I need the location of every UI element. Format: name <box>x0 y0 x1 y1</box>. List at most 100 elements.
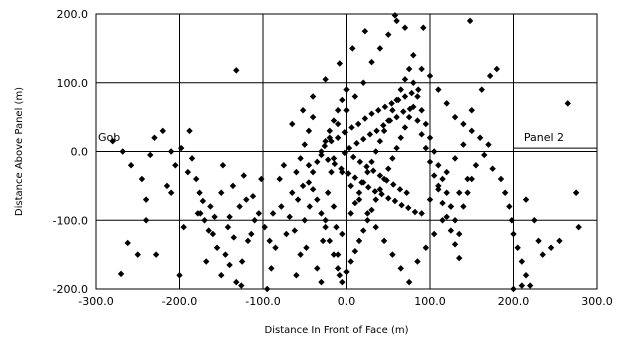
data-point-0-244 <box>405 65 413 73</box>
y-tick-label-2: 0.0 <box>71 146 89 159</box>
data-point-0-167 <box>539 251 546 258</box>
data-point-0-141 <box>486 72 494 80</box>
data-point-0-230 <box>347 210 354 217</box>
data-point-0-191 <box>321 142 328 150</box>
data-point-0-115 <box>372 223 379 231</box>
data-point-0-18 <box>251 217 258 224</box>
data-point-0-180 <box>376 172 384 179</box>
data-point-0-223 <box>318 148 325 155</box>
data-point-0-127 <box>472 162 480 169</box>
y-tick-label-4: -200.0 <box>53 283 88 296</box>
data-point-0-284 <box>393 144 400 152</box>
data-point-0-101 <box>418 65 425 73</box>
data-point-0-99 <box>401 24 409 31</box>
data-point-0-278 <box>368 206 375 214</box>
data-point-0-25 <box>289 189 296 196</box>
data-point-0-185 <box>393 113 400 121</box>
data-point-0-214 <box>398 201 405 209</box>
data-point-0-192 <box>324 156 332 163</box>
data-point-0-268 <box>326 237 333 245</box>
data-point-0-157 <box>522 272 530 279</box>
x-tick-label-5: 200.0 <box>498 295 530 308</box>
data-point-0-239 <box>385 117 392 124</box>
data-point-0-34 <box>177 144 185 152</box>
data-point-0-200 <box>351 174 359 181</box>
data-point-0-33 <box>172 162 179 169</box>
data-point-0-106 <box>460 120 467 128</box>
data-point-0-39 <box>211 213 218 221</box>
data-point-0-87 <box>229 182 237 190</box>
data-point-0-93 <box>351 93 359 100</box>
data-point-0-153 <box>508 217 516 224</box>
data-point-0-277 <box>364 217 371 224</box>
panel-lines <box>513 147 597 152</box>
data-point-0-5 <box>176 272 183 279</box>
data-point-0-177 <box>366 131 374 138</box>
annotations: Gob Panel 2 <box>98 131 564 144</box>
data-point-0-280 <box>376 186 384 193</box>
data-point-0-82 <box>167 148 175 155</box>
annotation-1: Panel 2 <box>524 131 564 144</box>
data-point-0-164 <box>575 223 582 231</box>
data-point-0-41 <box>224 223 232 231</box>
data-point-0-163 <box>572 189 580 196</box>
data-point-0-265 <box>314 196 321 203</box>
data-point-0-116 <box>380 237 388 245</box>
data-point-0-288 <box>410 103 417 111</box>
data-point-0-203 <box>361 115 369 122</box>
data-point-0-295 <box>439 199 446 207</box>
data-point-0-245 <box>410 79 417 86</box>
data-point-0-15 <box>233 278 240 286</box>
data-point-0-262 <box>301 141 308 148</box>
data-point-0-248 <box>422 120 430 128</box>
data-point-0-13 <box>222 251 229 258</box>
x-tick-label-2: -100.0 <box>245 295 280 308</box>
x-axis-label: Distance In Front of Face (m) <box>265 325 409 336</box>
y-tick-label-3: -100.0 <box>53 214 88 227</box>
data-point-0-258 <box>464 189 471 196</box>
data-point-0-81 <box>147 151 154 159</box>
data-point-0-128 <box>481 151 488 159</box>
data-point-0-176 <box>363 163 370 170</box>
data-point-0-251 <box>435 162 442 169</box>
data-points <box>109 12 582 293</box>
data-point-0-217 <box>408 89 415 97</box>
data-point-0-232 <box>355 189 363 196</box>
data-point-0-69 <box>339 230 346 238</box>
data-point-0-152 <box>506 203 513 210</box>
data-point-0-178 <box>370 167 377 174</box>
data-point-0-80 <box>109 137 116 145</box>
data-point-0-51 <box>280 162 288 169</box>
data-point-0-204 <box>365 184 372 191</box>
data-point-0-293 <box>430 172 438 179</box>
data-point-0-72 <box>203 258 210 265</box>
data-point-0-168 <box>518 282 526 289</box>
data-point-0-35 <box>186 127 193 135</box>
data-point-0-222 <box>314 158 321 166</box>
data-point-0-90 <box>326 134 333 141</box>
data-point-0-270 <box>334 265 342 272</box>
data-point-0-59 <box>314 265 321 272</box>
data-point-0-175 <box>360 135 367 143</box>
data-point-0-92 <box>343 107 350 114</box>
data-point-0-122 <box>430 230 438 238</box>
x-tick-label-3: 0.0 <box>338 295 356 308</box>
data-point-0-155 <box>514 244 521 251</box>
data-point-0-275 <box>355 237 363 245</box>
data-point-0-287 <box>405 113 413 121</box>
data-point-0-154 <box>510 230 517 238</box>
data-point-0-37 <box>201 217 208 224</box>
data-point-0-40 <box>218 189 225 196</box>
data-point-0-219 <box>415 86 422 93</box>
data-point-0-42 <box>230 234 237 241</box>
data-point-0-38 <box>205 227 212 234</box>
data-point-0-215 <box>401 93 409 100</box>
data-point-0-97 <box>385 31 392 38</box>
data-point-0-84 <box>196 189 203 196</box>
data-point-0-86 <box>219 162 227 169</box>
data-point-0-29 <box>305 162 313 169</box>
data-point-0-56 <box>303 244 310 251</box>
data-point-0-48 <box>266 237 273 245</box>
data-point-0-158 <box>527 282 534 289</box>
